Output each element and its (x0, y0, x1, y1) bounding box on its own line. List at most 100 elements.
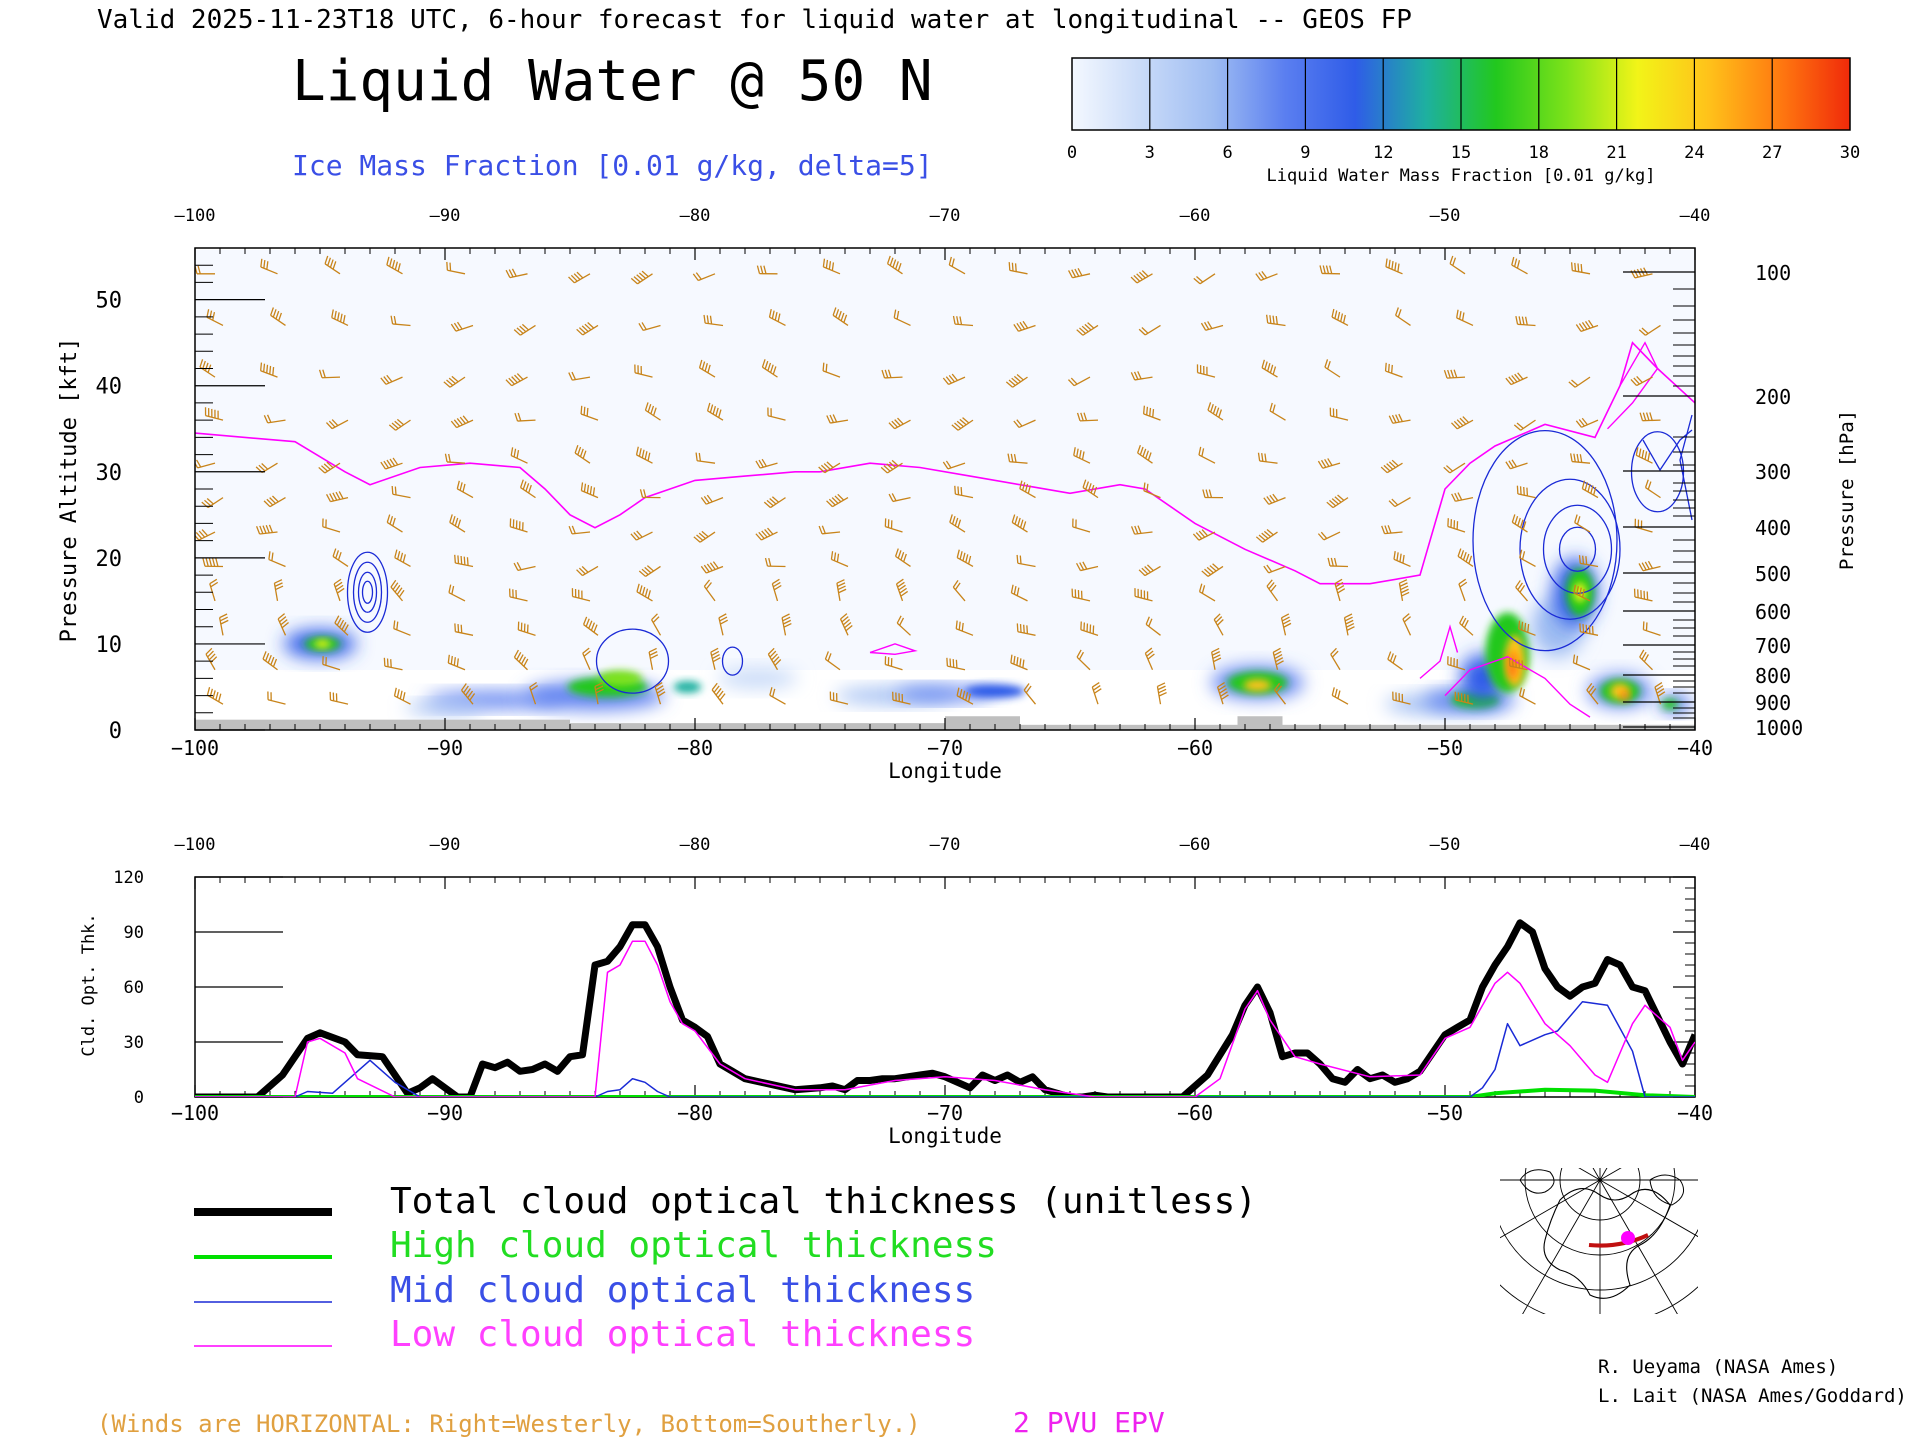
liquid-water-blob (965, 684, 1025, 699)
wind-barb (884, 656, 903, 671)
top-pressure-tick-label: 900 (1755, 691, 1791, 715)
wind-barb (1010, 584, 1028, 602)
wind-barb (755, 458, 778, 469)
wind-barb (884, 518, 903, 533)
wind-barb (892, 691, 911, 705)
wind-barb (1091, 681, 1102, 705)
wind-barb (517, 621, 536, 636)
wind-barb (505, 268, 528, 279)
top-x-tick-label-upper: –50 (1430, 206, 1461, 226)
top-x-tick-label-upper: –90 (430, 206, 461, 226)
wind-barb (1451, 492, 1474, 502)
wind-barb (888, 417, 911, 430)
wind-barb (1010, 654, 1028, 671)
locator-meridian (1599, 1179, 1678, 1314)
wind-barb (654, 682, 666, 705)
wind-barb (768, 308, 786, 327)
wind-barb (764, 557, 786, 568)
top-x-tick-label-upper: –40 (1680, 206, 1711, 226)
wind-barb (1638, 324, 1661, 336)
colorbar-tick-label: 18 (1529, 143, 1549, 163)
wind-barb (1130, 371, 1153, 381)
ice-contour (361, 580, 374, 604)
wind-barb (1023, 683, 1037, 705)
wind-barb (1451, 416, 1474, 430)
top-axes: −100 –100 −90 –90 −80 –80 −70 –70 −60 –60 −50 –50 −4… (96, 206, 1804, 760)
wind-barb (1518, 620, 1536, 636)
locator-map (1500, 1168, 1698, 1314)
wind-barb (262, 651, 278, 671)
wind-barb (1384, 362, 1403, 378)
wind-barb (513, 323, 536, 336)
wind-barb (1456, 309, 1474, 327)
wind-barb (454, 623, 474, 636)
wind-barb (1005, 374, 1028, 388)
wind-barb (1586, 683, 1599, 705)
wind-barb (202, 558, 224, 568)
wind-barb (1505, 459, 1528, 470)
wind-barb (1578, 555, 1599, 568)
wind-barb (1635, 447, 1653, 464)
wind-barb (1198, 583, 1216, 602)
wind-barb (1130, 270, 1153, 284)
wind-barb (1261, 359, 1278, 378)
wind-barb (1265, 314, 1286, 327)
top-pressure-tick-label: 100 (1755, 261, 1791, 285)
wind-barb (1207, 402, 1224, 421)
wind-barb (946, 657, 966, 671)
wind-barb (832, 307, 849, 327)
wind-barb (205, 647, 218, 671)
liquid-water-blob (717, 668, 798, 689)
colorbar-label: Liquid Water Mass Fraction [0.01 g/kg] (1267, 166, 1656, 186)
wind-barb (1142, 405, 1161, 421)
epv-2pvu-line (195, 341, 1695, 585)
ice-contour (1472, 429, 1618, 652)
wind-barb (1329, 407, 1349, 421)
wind-barb (894, 548, 911, 568)
liquid-water-blob (1243, 679, 1272, 692)
series-line-mid (195, 1000, 1695, 1097)
wind-barb (896, 615, 911, 636)
top-y-tick-label: 40 (96, 375, 123, 400)
wind-barb (1519, 687, 1536, 705)
bottom-x-tick-label: −50 (1427, 1101, 1463, 1125)
wind-barb (1280, 613, 1292, 636)
wind-barbs (195, 255, 1666, 705)
wind-barb (818, 525, 841, 535)
series-line-total (195, 919, 1695, 1097)
wind-barb (318, 369, 341, 379)
wind-barb (630, 270, 653, 285)
wind-barb (388, 418, 411, 431)
top-x-tick-label-upper: –70 (930, 206, 961, 226)
top-x-tick-label: −80 (677, 736, 713, 760)
wind-barb (1144, 647, 1155, 671)
wind-barb (1076, 412, 1099, 422)
bottom-x-tick-label: −100 (171, 1101, 219, 1125)
wind-barb (781, 613, 792, 636)
wind-barb (508, 588, 528, 602)
bottom-plot-frame (194, 876, 1696, 1098)
wind-barb (393, 687, 411, 705)
wind-barb (1395, 307, 1411, 327)
wind-barb (951, 417, 974, 431)
wind-barb (1008, 262, 1028, 275)
wind-barb (693, 530, 716, 543)
winds-note: (Winds are HORIZONTAL: Right=Westerly, B… (97, 1410, 921, 1438)
wind-barb (1630, 376, 1653, 387)
wind-barb (1579, 623, 1599, 636)
wind-barb (635, 446, 653, 464)
valid-line: Valid 2025-11-23T18 UTC, 6-hour forecast… (97, 5, 1412, 35)
terrain (195, 716, 1695, 730)
wind-barb (514, 412, 536, 422)
colorbar-tick-label: 30 (1840, 143, 1860, 163)
wind-barb (1447, 656, 1466, 671)
wind-barb (1511, 256, 1528, 275)
wind-barb (698, 359, 716, 378)
wind-barb (380, 374, 403, 385)
bottom-x-tick-label: −80 (677, 1101, 713, 1125)
top-x-tick-label-upper: –100 (175, 206, 216, 226)
wind-barb (394, 549, 411, 568)
wind-barb (1257, 452, 1278, 464)
colorbar-tick-label: 27 (1762, 143, 1782, 163)
wind-barb (1192, 529, 1216, 541)
